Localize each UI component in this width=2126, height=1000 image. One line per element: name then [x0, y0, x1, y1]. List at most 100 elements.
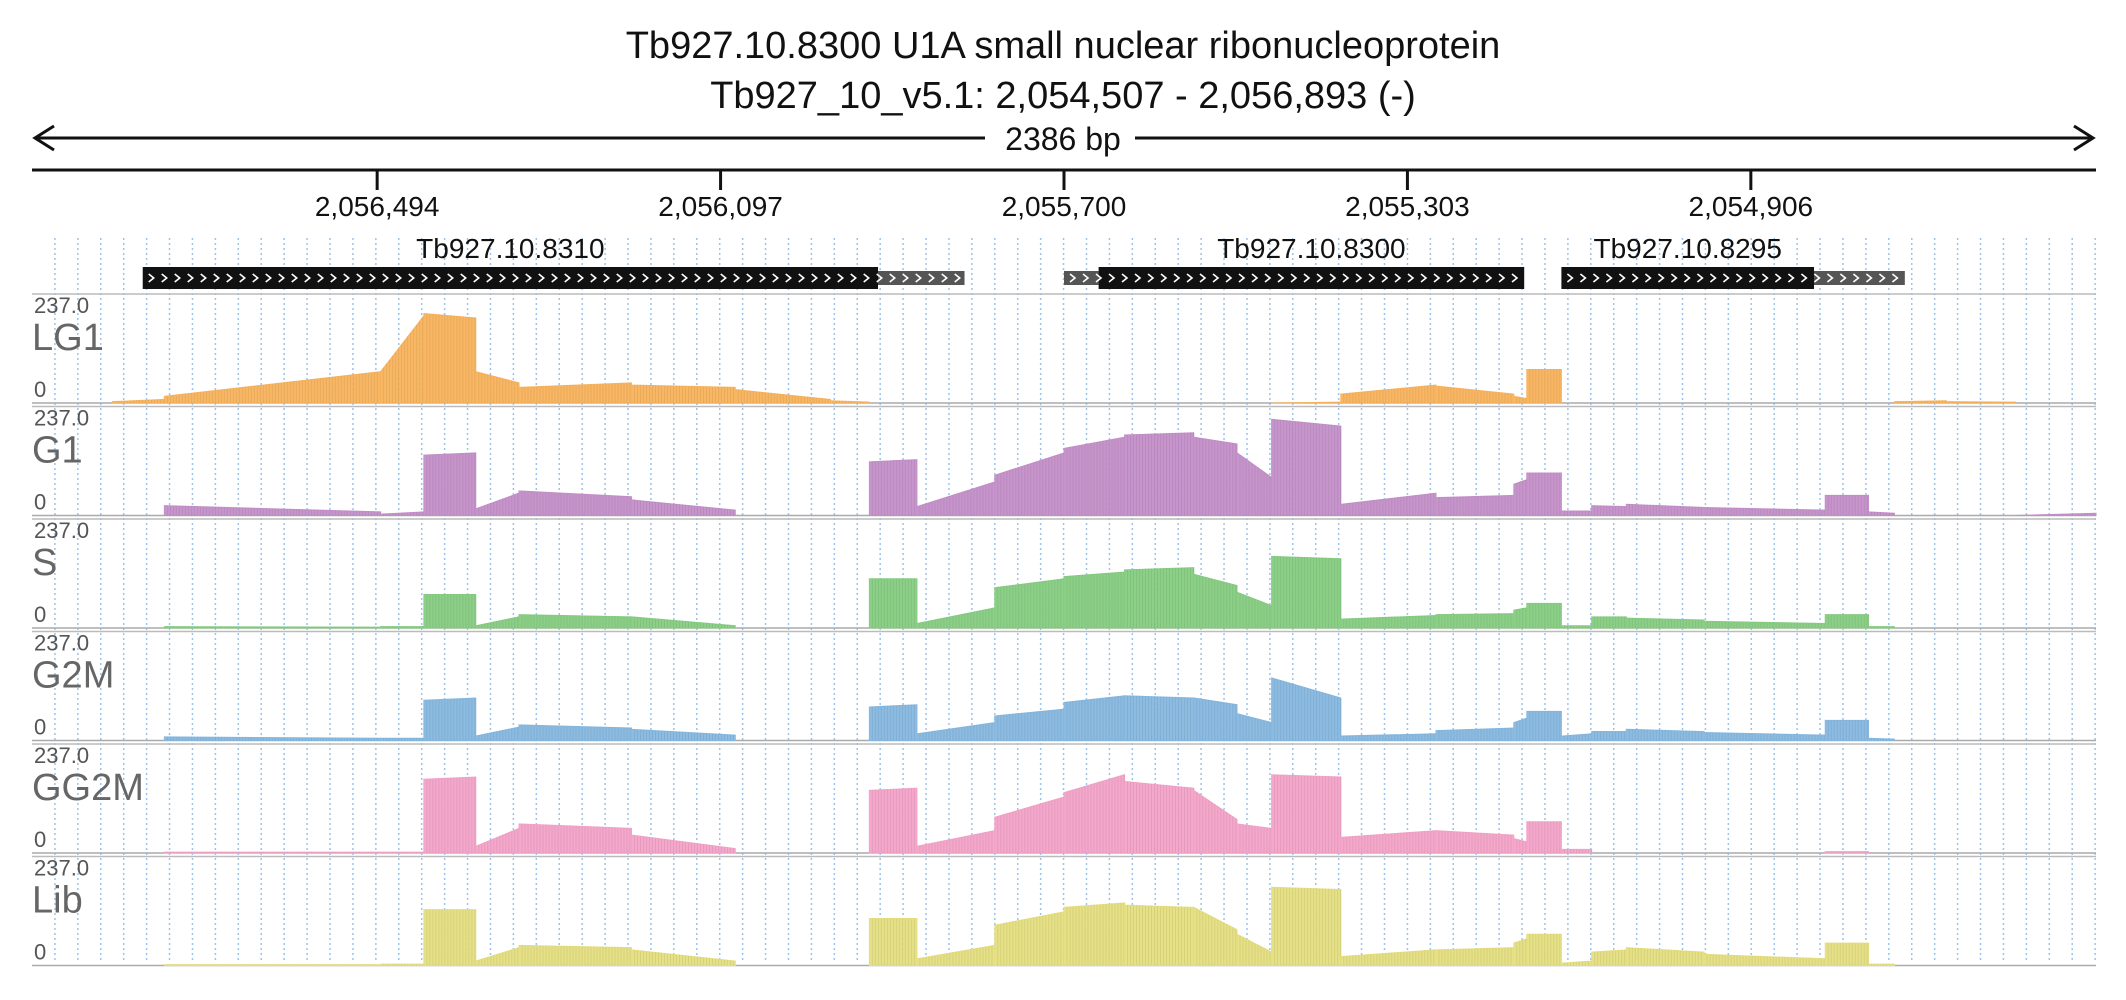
strand-chevron: [772, 273, 780, 283]
strand-chevron: [1134, 273, 1142, 283]
strand-chevron: [1865, 273, 1873, 283]
strand-chevron: [434, 273, 442, 283]
strand-chevron: [382, 273, 390, 283]
strand-chevron: [265, 273, 273, 283]
strand-chevron: [1722, 273, 1730, 283]
coverage-segment: [1824, 494, 1869, 516]
coverage-segment: [1271, 418, 1342, 516]
track-name-label: LG1: [32, 317, 104, 359]
strand-chevron: [1381, 273, 1389, 283]
coverage-segment: [1271, 774, 1342, 854]
strand-chevron: [616, 273, 624, 283]
coverage-segment: [1236, 451, 1273, 516]
coverage-segment: [2015, 512, 2097, 516]
coverage-segment: [1526, 472, 1562, 516]
strand-chevron: [1147, 273, 1155, 283]
ruler-tick-label: 2,055,700: [1002, 191, 1127, 222]
strand-chevron: [1121, 273, 1129, 283]
coverage-segment: [1824, 851, 1869, 854]
strand-chevron: [226, 273, 234, 283]
coverage-segment: [868, 704, 918, 741]
strand-chevron: [512, 273, 520, 283]
strand-chevron: [1592, 273, 1600, 283]
track-max-label: 237.0: [34, 293, 89, 318]
track-max-label: 237.0: [34, 518, 89, 543]
coverage-segment: [1893, 400, 1947, 404]
coverage-segment: [518, 724, 632, 741]
strand-chevron: [681, 273, 689, 283]
strand-chevron: [161, 273, 169, 283]
strand-chevron: [460, 273, 468, 283]
strand-chevron: [1160, 273, 1168, 283]
strand-chevron: [304, 273, 312, 283]
strand-chevron: [1696, 273, 1704, 283]
strand-chevron: [486, 273, 494, 283]
strand-chevron: [1420, 273, 1428, 283]
strand-chevron: [1355, 273, 1363, 283]
coverage-segment: [630, 834, 736, 854]
strand-chevron: [1618, 273, 1626, 283]
coverage-segment: [1271, 401, 1342, 404]
strand-chevron: [1082, 273, 1090, 283]
strand-chevron: [1290, 273, 1298, 283]
strand-chevron: [1657, 273, 1665, 283]
gene-label: Tb927.10.8300: [1217, 233, 1405, 264]
coverage-segment: [423, 313, 477, 404]
strand-chevron: [200, 273, 208, 283]
coverage-segment: [1340, 492, 1437, 516]
coverage-segment: [1124, 695, 1195, 741]
coverage-segment: [1435, 830, 1515, 854]
strand-chevron: [473, 273, 481, 283]
track-name-label: G1: [32, 430, 83, 472]
coverage-segment: [1193, 573, 1238, 629]
strand-chevron: [1826, 273, 1834, 283]
coverage-tracks: 237.00LG1237.00G1237.00S237.00G2M237.00G…: [32, 293, 2097, 967]
coverage-segment: [1625, 947, 1705, 966]
strand-chevron: [720, 273, 728, 283]
coverage-segment: [423, 909, 477, 966]
strand-chevron: [1644, 273, 1652, 283]
track-min-label: 0: [34, 715, 46, 740]
coverage-segment: [423, 452, 477, 516]
strand-chevron: [1173, 273, 1181, 283]
coverage-segment: [868, 578, 918, 629]
strand-chevron: [707, 273, 715, 283]
coverage-segment: [1824, 719, 1869, 741]
strand-chevron: [603, 273, 611, 283]
strand-chevron: [1277, 273, 1285, 283]
strand-chevron: [694, 273, 702, 283]
strand-chevron: [1446, 273, 1454, 283]
strand-chevron: [941, 273, 949, 283]
coverage-segment: [1236, 591, 1273, 629]
ruler-tick-label: 2,056,097: [658, 191, 783, 222]
coverage-segment: [630, 616, 736, 629]
coverage-segment: [630, 949, 736, 966]
strand-chevron: [876, 273, 884, 283]
strand-chevron: [798, 273, 806, 283]
coverage-segment: [1124, 432, 1195, 516]
track-min-label: 0: [34, 827, 46, 852]
coverage-segment: [994, 452, 1065, 516]
coverage-segment: [1867, 737, 1895, 741]
track-min-label: 0: [34, 602, 46, 627]
coverage-segment: [1867, 626, 1895, 629]
gene-cds: [1561, 267, 1814, 289]
coverage-segment: [1591, 505, 1627, 516]
strand-chevron: [1212, 273, 1220, 283]
strand-chevron: [1605, 273, 1613, 283]
coverage-segment: [1124, 567, 1195, 629]
coverage-segment: [1526, 602, 1562, 629]
track-name-label: Lib: [32, 880, 83, 922]
strand-chevron: [447, 273, 455, 283]
strand-chevron: [148, 273, 156, 283]
strand-chevron: [1878, 273, 1886, 283]
coverage-segment: [868, 787, 918, 854]
strand-chevron: [252, 273, 260, 283]
strand-chevron: [1813, 273, 1821, 283]
coverage-segment: [518, 944, 632, 966]
strand-chevron: [850, 273, 858, 283]
strand-chevron: [642, 273, 650, 283]
coverage-segment: [1591, 731, 1627, 741]
coverage-segment: [475, 371, 520, 404]
strand-chevron: [1891, 273, 1899, 283]
